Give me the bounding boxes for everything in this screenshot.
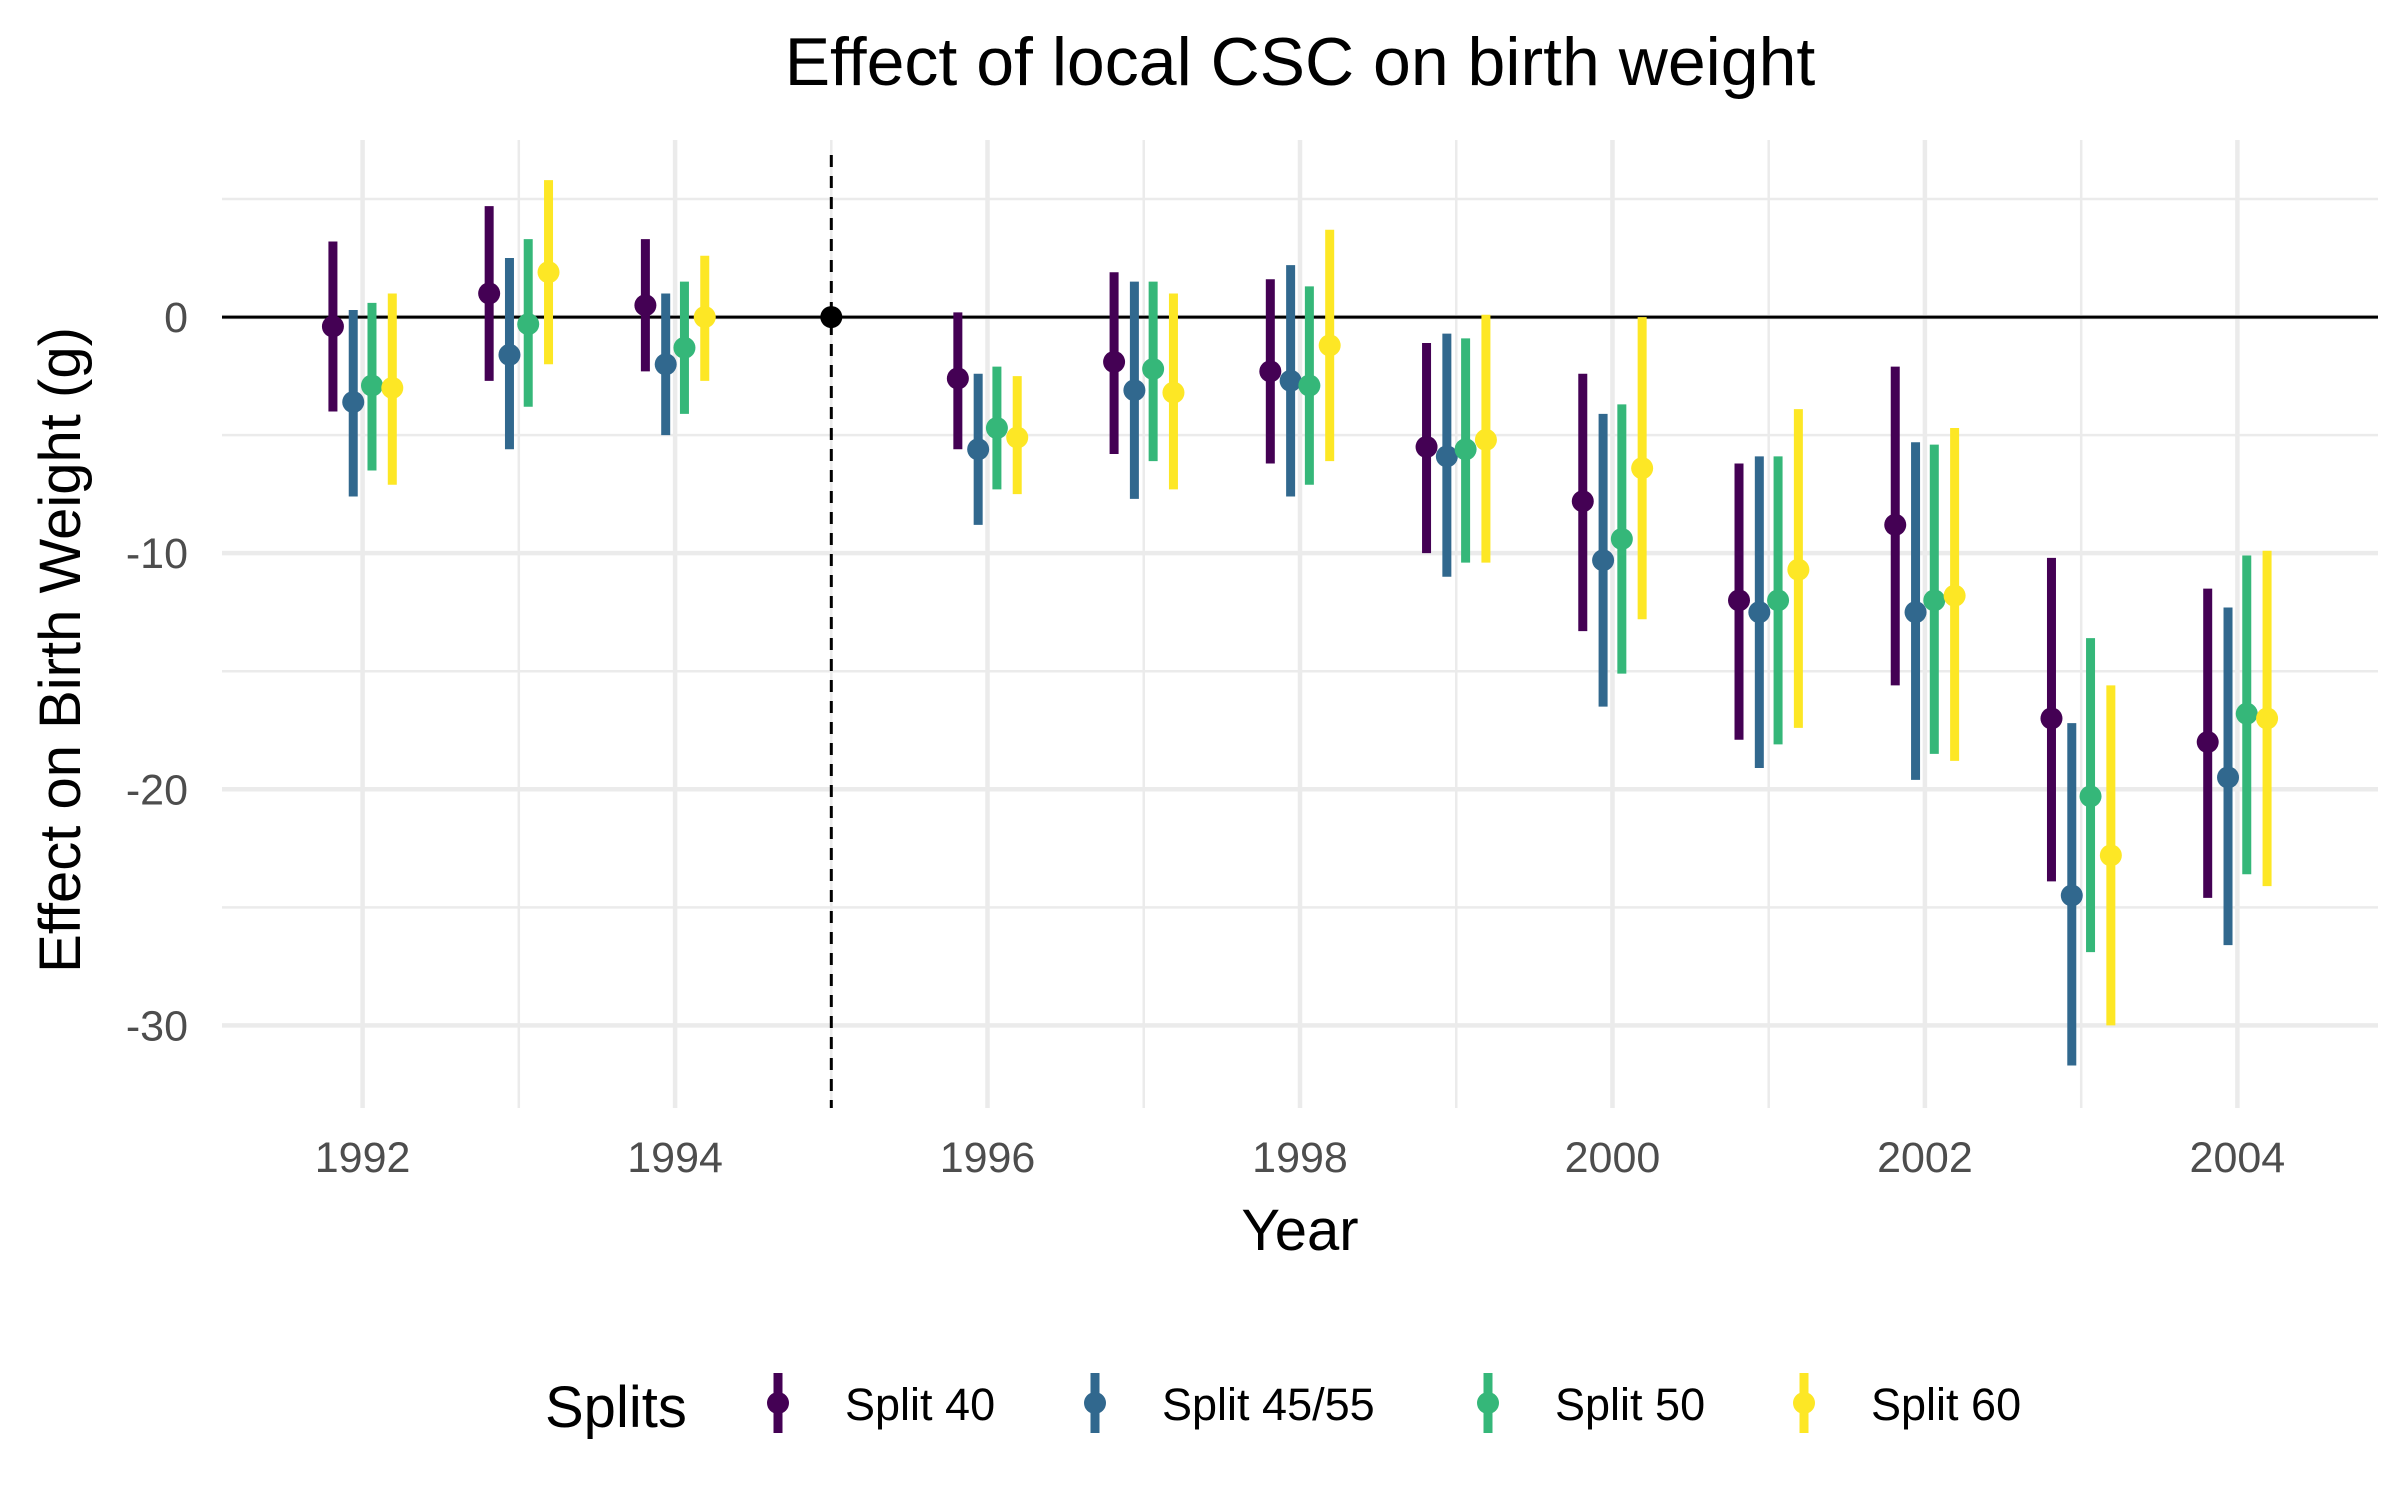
data-point [1610,528,1633,551]
x-tick-label: 2002 [1877,1134,1973,1182]
legend: Splits Split 40 Split 45/55 Split 50 Split … [545,1373,2021,1440]
legend-item-1: Split 45/55 [1084,1373,1375,1433]
x-tick-label: 1996 [940,1134,1036,1182]
data-point [1474,428,1497,451]
data-point [1006,426,1029,449]
data-point [360,374,383,397]
data-point [498,343,521,366]
legend-item-0: Split 40 [767,1373,995,1433]
data-point [673,336,696,359]
y-axis-title: Effect on Birth Weight (g) [28,327,93,973]
legend-items: Split 40 Split 45/55 Split 50 Split 60 [767,1373,2021,1433]
data-point [1279,369,1302,392]
data-point [1748,601,1771,624]
data-point [1904,601,1927,624]
legend-key-point [767,1392,789,1414]
legend-key-point [1477,1392,1499,1414]
x-tick-label: 2000 [1565,1134,1661,1182]
x-tick-label: 1998 [1252,1134,1348,1182]
y-tick-label: 0 [164,294,188,342]
data-point [1435,445,1458,468]
data-point [1123,379,1146,402]
data-point [1298,374,1321,397]
data-point [1571,490,1594,513]
data-point [1142,358,1165,381]
legend-label: Split 50 [1555,1379,1705,1430]
legend-label: Split 45/55 [1162,1379,1375,1430]
legend-title: Splits [545,1375,687,1440]
data-point [1631,457,1654,480]
series-3 [381,180,2279,1026]
legend-item-3: Split 60 [1793,1373,2021,1433]
data-point [381,376,404,399]
data-point [478,282,501,305]
x-tick-label: 1992 [315,1134,411,1182]
data-point [967,438,990,461]
y-axis-ticks: -30 -20 -10 0 [126,294,188,1050]
x-tick-label: 2004 [2190,1134,2286,1182]
y-tick-label: -30 [126,1002,188,1050]
data-point [1787,558,1810,581]
data-point [654,353,677,376]
series-2 [360,239,2258,953]
data-point [2196,731,2219,754]
data-point [634,294,657,317]
data-point [1592,549,1615,572]
x-tick-label: 1994 [627,1134,723,1182]
legend-item-2: Split 50 [1477,1373,1705,1433]
y-tick-label: -20 [126,766,188,814]
data-point [2217,766,2240,789]
data-point [1318,334,1341,357]
data-point [2099,844,2122,867]
data-point [1923,589,1946,612]
data-point [342,391,365,414]
data-point [1884,513,1907,536]
data-point [1943,584,1966,607]
legend-label: Split 40 [845,1379,995,1430]
data-point [537,261,560,284]
data-point [2060,884,2083,907]
data-point [1162,381,1185,404]
x-axis-ticks: 1992 1994 1996 1998 2000 2002 2004 [315,1134,2285,1182]
data-point [2235,702,2258,725]
data-point [946,367,969,390]
legend-key-point [1793,1392,1815,1414]
chart-title: Effect of local CSC on birth weight [785,24,1816,100]
legend-label: Split 60 [1871,1379,2021,1430]
y-tick-label: -10 [126,530,188,578]
legend-key-point [1084,1392,1106,1414]
data-point [1767,589,1790,612]
reference-point [820,306,843,329]
grid [222,140,2378,1108]
data-point [1728,589,1751,612]
data-point [1103,350,1126,373]
data-point [1259,360,1282,383]
data-point [321,315,344,338]
data-point [1415,435,1438,458]
data-point [517,313,540,336]
data-point [2256,707,2279,730]
data-point [985,417,1008,440]
series-0 [321,206,2219,898]
data-point [2079,785,2102,808]
x-axis-title: Year [1241,1198,1358,1263]
data-point [2040,707,2063,730]
series-1 [342,258,2240,1066]
data-point [693,306,716,329]
data-point [1454,438,1477,461]
plot-area [321,180,2279,1066]
